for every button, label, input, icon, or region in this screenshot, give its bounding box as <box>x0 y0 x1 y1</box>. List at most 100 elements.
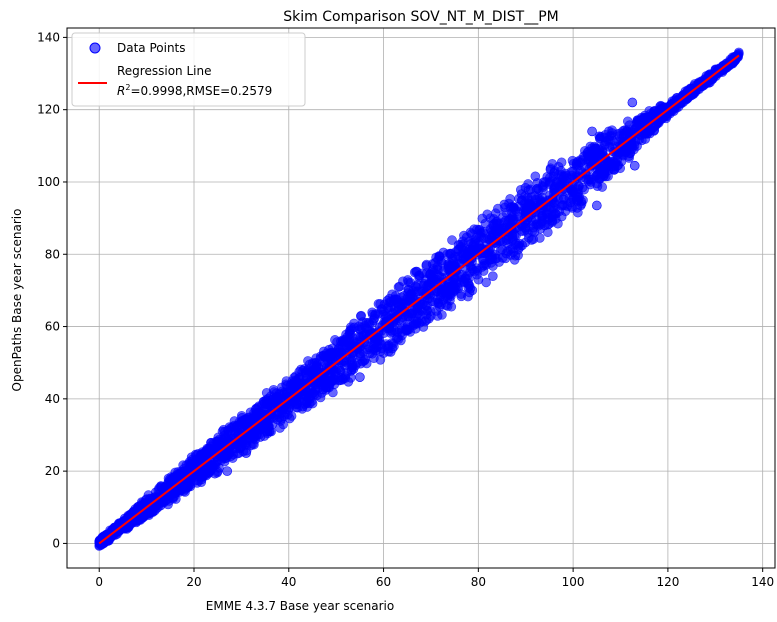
data-point <box>511 230 521 241</box>
data-point <box>535 196 546 206</box>
x-tick-label: 20 <box>186 575 201 589</box>
x-axis-label: EMME 4.3.7 Base year scenario <box>206 599 394 613</box>
x-tick-label: 140 <box>751 575 774 589</box>
data-point <box>303 365 313 376</box>
data-point <box>599 139 610 150</box>
data-point <box>441 291 451 302</box>
legend-label-regression-line: Regression Line <box>117 64 211 78</box>
regression-line <box>98 54 740 545</box>
data-point <box>647 123 657 134</box>
data-point <box>328 373 339 384</box>
data-point <box>447 235 457 245</box>
data-point <box>292 402 303 413</box>
data-point <box>560 175 571 186</box>
y-tick-label: 120 <box>37 103 60 117</box>
data-point <box>264 399 274 410</box>
data-point <box>123 522 134 533</box>
data-point <box>337 375 347 385</box>
data-point <box>394 281 405 292</box>
data-point <box>590 158 601 168</box>
data-point <box>505 194 515 204</box>
data-point <box>383 303 393 313</box>
regression-line-group <box>98 54 740 545</box>
y-tick-label: 60 <box>45 320 60 334</box>
x-tick-label: 60 <box>376 575 391 589</box>
data-point <box>391 297 402 308</box>
data-point <box>466 229 477 239</box>
legend-label-data-points: Data Points <box>117 41 186 55</box>
data-point <box>333 344 344 354</box>
data-point <box>550 182 560 192</box>
data-point-outlier <box>627 97 638 108</box>
data-point <box>205 465 216 476</box>
data-point <box>318 384 328 395</box>
data-point <box>559 200 570 211</box>
y-axis-label: OpenPaths Base year scenario <box>10 209 24 392</box>
data-point-outlier <box>241 448 251 458</box>
data-point <box>488 271 498 281</box>
data-point <box>622 126 632 137</box>
data-point <box>371 342 382 353</box>
y-tick-label: 100 <box>37 175 60 189</box>
legend-regression-stats: R2=0.9998,RMSE=0.2579 <box>117 83 272 98</box>
data-point-outlier <box>539 220 550 231</box>
data-point-outlier <box>222 466 232 476</box>
data-point <box>608 164 619 174</box>
x-tick-label: 0 <box>95 575 103 589</box>
data-point-outlier <box>587 126 597 137</box>
data-point <box>583 176 594 186</box>
data-point <box>421 309 432 320</box>
data-point-outlier <box>582 148 593 158</box>
y-tick-label: 80 <box>45 247 60 261</box>
data-point <box>488 220 498 230</box>
x-tick-label: 120 <box>656 575 679 589</box>
data-point <box>403 311 413 322</box>
data-point <box>501 230 511 240</box>
data-point-outlier <box>592 200 602 211</box>
y-tick-label: 40 <box>45 392 60 406</box>
data-point <box>225 451 236 462</box>
data-point <box>375 299 385 309</box>
data-point <box>355 351 366 362</box>
data-point <box>527 216 537 226</box>
data-point <box>231 439 242 450</box>
data-point <box>484 255 495 265</box>
data-point <box>422 300 432 311</box>
data-point <box>456 291 467 302</box>
data-point <box>347 360 358 371</box>
data-point <box>412 303 423 314</box>
data-point-outlier <box>255 431 266 442</box>
data-point <box>320 357 330 368</box>
chart-title: Skim Comparison SOV_NT_M_DIST__PM <box>283 9 558 25</box>
data-point <box>182 479 193 489</box>
data-point <box>346 322 356 332</box>
data-point <box>567 170 577 181</box>
y-tick-label: 20 <box>45 464 60 478</box>
data-point <box>413 286 423 297</box>
data-point <box>614 131 624 141</box>
data-point <box>302 402 312 412</box>
data-point <box>465 283 476 294</box>
data-point <box>599 168 610 178</box>
data-point <box>196 470 207 481</box>
data-point <box>622 116 633 127</box>
data-point <box>538 182 548 192</box>
y-tick-label: 0 <box>52 536 60 550</box>
data-point-outlier <box>355 372 365 382</box>
data-point <box>500 253 511 264</box>
data-point <box>339 334 350 345</box>
data-point-outlier <box>629 160 640 171</box>
data-point <box>266 409 277 419</box>
data-point <box>529 227 540 237</box>
data-point <box>434 302 445 312</box>
data-point <box>410 318 421 329</box>
data-point <box>475 228 486 238</box>
data-point <box>206 437 216 448</box>
data-point-outlier <box>549 168 559 178</box>
data-point <box>446 301 457 312</box>
data-point <box>277 382 287 393</box>
data-point <box>594 147 604 158</box>
plot-frame <box>66 27 776 569</box>
data-point <box>328 387 338 398</box>
